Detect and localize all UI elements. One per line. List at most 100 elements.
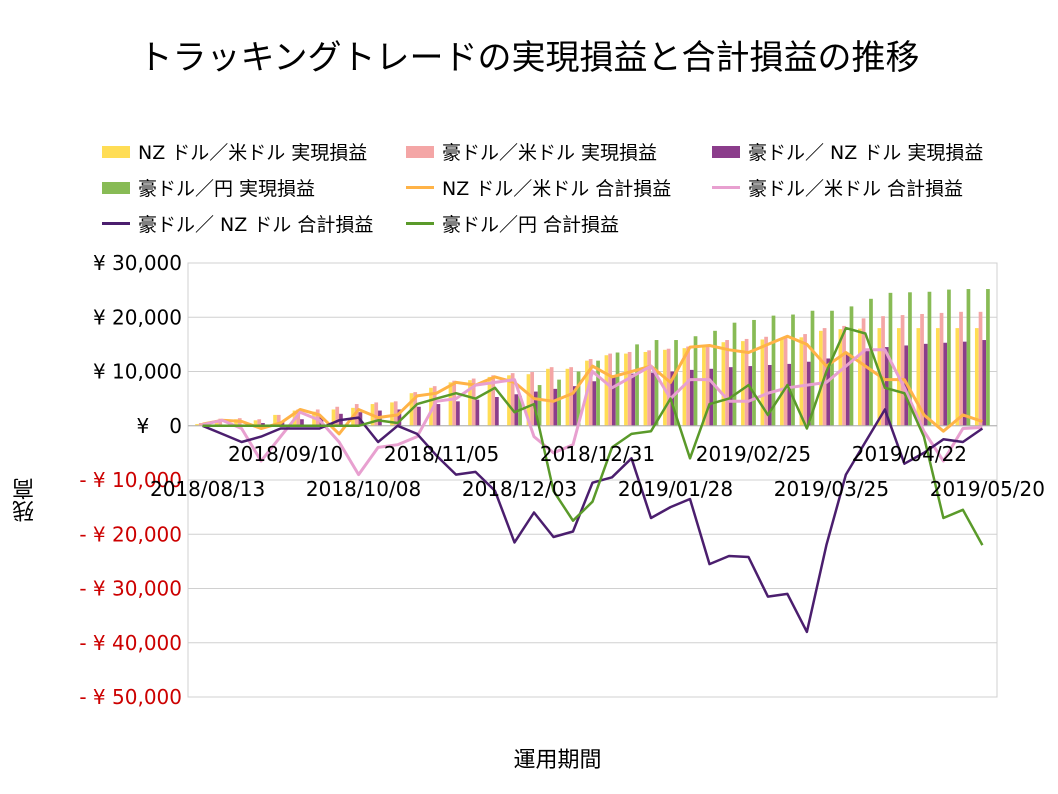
- bar: [631, 373, 636, 426]
- bar: [713, 330, 717, 426]
- y-tick-label: - ¥ 50,000: [79, 685, 182, 709]
- bar: [806, 361, 811, 426]
- legend-item: 豪ドル／ NZ ドル 合計損益: [102, 210, 373, 237]
- x-tick-label: 2018/12/31: [540, 442, 655, 466]
- bar: [955, 328, 960, 426]
- bar: [588, 359, 593, 426]
- bar: [916, 328, 921, 426]
- legend-swatch: [406, 222, 434, 225]
- bar: [959, 311, 963, 426]
- bar: [838, 329, 843, 426]
- bar: [982, 340, 987, 426]
- bar: [908, 292, 912, 426]
- bar: [783, 336, 788, 426]
- bar: [253, 420, 258, 426]
- bar: [810, 310, 815, 426]
- y-axis-label: 残高: [13, 478, 38, 522]
- bar: [939, 312, 944, 426]
- bar: [791, 314, 795, 426]
- bar: [257, 419, 262, 426]
- bar: [947, 289, 951, 426]
- bar: [413, 392, 418, 426]
- chart-title: トラッキングトレードの実現損益と合計損益の推移: [138, 38, 920, 78]
- bar: [865, 348, 870, 426]
- bar: [198, 423, 203, 426]
- x-tick-label: 2018/08/13: [150, 477, 265, 501]
- legend-label: 豪ドル／円 実現損益: [138, 178, 316, 200]
- bar: [565, 368, 570, 426]
- bar: [744, 338, 749, 426]
- bar: [943, 342, 948, 426]
- legend-swatch: [406, 186, 434, 189]
- bar: [650, 372, 655, 426]
- bar: [920, 313, 924, 426]
- bar: [452, 380, 457, 426]
- y-tick-label: - ¥ 20,000: [79, 522, 182, 546]
- x-tick-label: 2018/12/03: [462, 477, 577, 501]
- legend-item: 豪ドル／円 合計損益: [406, 210, 619, 237]
- bar: [654, 340, 659, 426]
- series-line: [202, 334, 983, 436]
- bar: [986, 289, 990, 426]
- bar: [962, 341, 967, 426]
- bar: [819, 330, 823, 426]
- bar: [643, 351, 648, 426]
- series-line: [202, 326, 984, 546]
- bar: [604, 355, 609, 426]
- bar: [741, 341, 745, 426]
- legend-label: NZ ドル／米ドル 合計損益: [442, 178, 672, 200]
- bar: [436, 404, 441, 426]
- bar: [974, 328, 979, 426]
- bar: [471, 378, 476, 426]
- bar: [760, 339, 765, 426]
- bar: [393, 401, 398, 426]
- bar: [849, 306, 854, 426]
- legend-item: 豪ドル／米ドル 合計損益: [712, 174, 963, 201]
- bar: [261, 423, 265, 426]
- legend-swatch: [102, 145, 130, 158]
- bar: [978, 311, 983, 426]
- bar: [830, 310, 834, 426]
- y-tick-label: ¥ 30,000: [93, 251, 182, 275]
- legend-item: 豪ドル／米ドル 実現損益: [406, 138, 657, 165]
- bar: [397, 409, 402, 426]
- bar: [732, 322, 737, 426]
- bar: [767, 364, 772, 426]
- bar: [300, 419, 304, 426]
- bar: [780, 338, 784, 426]
- bar: [842, 325, 846, 426]
- bar: [966, 289, 971, 426]
- bar: [611, 375, 616, 426]
- bar: [861, 318, 866, 426]
- legend-label: 豪ドル／ NZ ドル 合計損益: [138, 214, 374, 236]
- bar: [869, 298, 873, 426]
- bar: [495, 396, 499, 426]
- bar: [390, 402, 394, 426]
- bar: [884, 347, 889, 426]
- x-tick-label: 2019/02/25: [696, 442, 811, 466]
- bar: [315, 409, 320, 426]
- x-tick-label: 2018/11/05: [384, 442, 499, 466]
- bar: [296, 409, 301, 426]
- bar: [858, 328, 862, 426]
- bar: [514, 394, 519, 426]
- bar: [923, 343, 928, 426]
- bar: [635, 344, 639, 426]
- legend-label: 豪ドル／米ドル 実現損益: [442, 142, 658, 164]
- bar: [456, 401, 460, 426]
- x-tick-label: 2019/03/25: [774, 477, 889, 501]
- plot-border: [187, 262, 998, 698]
- bar: [448, 382, 453, 426]
- series-line: [202, 408, 984, 634]
- bar: [557, 379, 561, 426]
- legend-item: 豪ドル／円 実現損益: [102, 174, 315, 201]
- bar: [429, 387, 433, 426]
- bar: [689, 369, 694, 426]
- bar: [752, 319, 756, 426]
- bar: [826, 358, 831, 426]
- bar: [596, 360, 600, 426]
- bar: [354, 404, 359, 426]
- bar: [487, 376, 492, 426]
- bar: [280, 421, 285, 426]
